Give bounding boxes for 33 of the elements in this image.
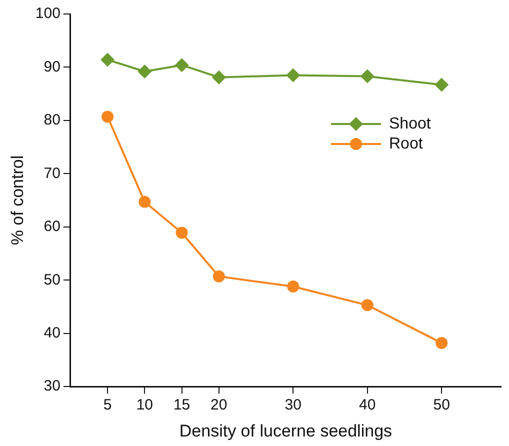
point [174,58,189,72]
point [138,196,151,208]
point [176,226,188,239]
point [287,280,300,293]
y-tick-label: 70 [44,164,60,182]
y-tick-label: 50 [44,271,60,288]
y-tick-label: 40 [44,324,60,342]
point [212,270,225,282]
x-tick-label: 15 [173,396,190,414]
point [436,336,448,349]
y-axis-title: % of control [8,155,27,246]
point [434,78,449,92]
point [360,69,374,84]
y-tick-label: 60 [44,218,60,236]
point [361,299,374,312]
x-tick-label: 5 [103,396,112,414]
x-tick-label: 50 [433,396,450,414]
point [102,110,114,123]
y-tick-label: 90 [44,58,60,76]
y-tick-label: 100 [35,5,60,22]
y-tick-label: 30 [44,378,60,395]
point [212,70,226,84]
point [138,64,152,78]
y-tick-label: 80 [44,112,60,129]
point [286,68,300,82]
x-tick-label: 40 [359,396,376,414]
x-tick-label: 10 [136,396,154,414]
legend-label: Root [389,135,424,152]
x-tick-label: 20 [210,396,228,414]
point [100,52,115,67]
legend-label: Shoot [389,115,432,132]
x-tick-label: 30 [284,396,302,414]
x-axis-title: Density of lucerne seedlings [179,421,392,440]
